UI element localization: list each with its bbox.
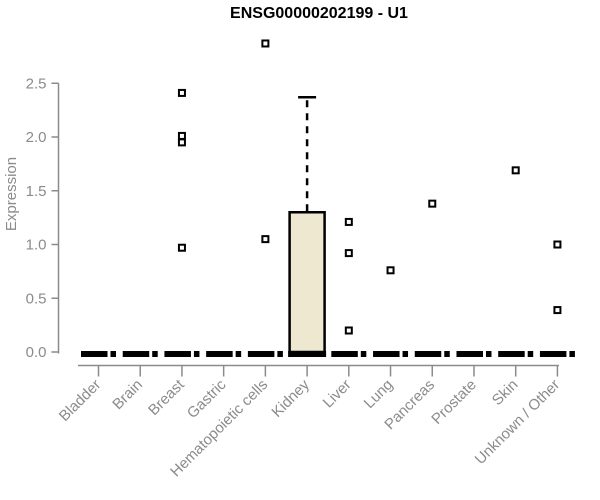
box-bladder [81, 351, 108, 357]
x-axis-label-bladder: Bladder [56, 376, 105, 425]
chart-title: ENSG00000202199 - U1 [230, 5, 408, 22]
x-axis-label-brain: Brain [109, 376, 146, 413]
y-tick-label: 2.0 [26, 129, 47, 146]
box-unknown-other-cap [569, 351, 575, 357]
y-axis-title: Expression [3, 157, 20, 231]
box-lung-cap [402, 351, 409, 357]
box-liver [331, 351, 358, 357]
box-skin-cap [527, 351, 534, 357]
outlier-hematopoietic-cells [261, 235, 270, 244]
box-hematopoietic-cells [247, 351, 275, 357]
y-tick-label: 1.5 [26, 183, 47, 200]
x-axis-label-lung: Lung [361, 376, 397, 412]
box-hematopoietic-cells-cap [277, 351, 283, 357]
box-breast-cap [193, 351, 200, 357]
box-bladder-cap [110, 351, 116, 357]
outlier-liver [344, 249, 353, 258]
box-gastric-cap [235, 351, 242, 357]
y-tick-label: 2.5 [26, 75, 47, 92]
outlier-liver [344, 217, 353, 226]
box-unknown-other [539, 351, 567, 357]
y-tick-label: 0.5 [26, 290, 47, 307]
box-brain-cap [152, 351, 158, 357]
box-pancreas-cap [444, 351, 450, 357]
box-brain [122, 351, 150, 357]
box-liver-cap [360, 351, 367, 357]
box-gastric [206, 351, 233, 357]
outlier-unknown-other [553, 306, 562, 315]
x-axis-label-breast: Breast [145, 376, 188, 419]
outlier-lung [386, 266, 395, 275]
outlier-hematopoietic-cells [261, 39, 270, 48]
x-axis-label-skin: Skin [489, 376, 522, 409]
box-skin [498, 351, 525, 357]
x-axis-label-liver: Liver [320, 376, 355, 411]
y-tick-label: 0.0 [26, 344, 47, 361]
outlier-breast [177, 138, 186, 147]
box-kidney [288, 211, 326, 354]
outlier-unknown-other [553, 240, 562, 249]
box-pancreas [414, 351, 442, 357]
outlier-pancreas [428, 199, 437, 208]
box-lung [373, 351, 400, 357]
outlier-breast [177, 243, 186, 252]
y-tick-label: 1.0 [26, 237, 47, 254]
box-prostate [456, 351, 483, 357]
x-axis-label-prostate: Prostate [428, 376, 480, 428]
x-axis-label-kidney: Kidney [268, 376, 313, 421]
box-kidney-median [288, 351, 327, 357]
box-prostate-cap [485, 351, 492, 357]
box-breast [164, 351, 191, 357]
outlier-liver [344, 326, 353, 335]
outlier-skin [511, 166, 520, 175]
outlier-breast [177, 88, 186, 97]
outlier-breast [177, 131, 186, 140]
